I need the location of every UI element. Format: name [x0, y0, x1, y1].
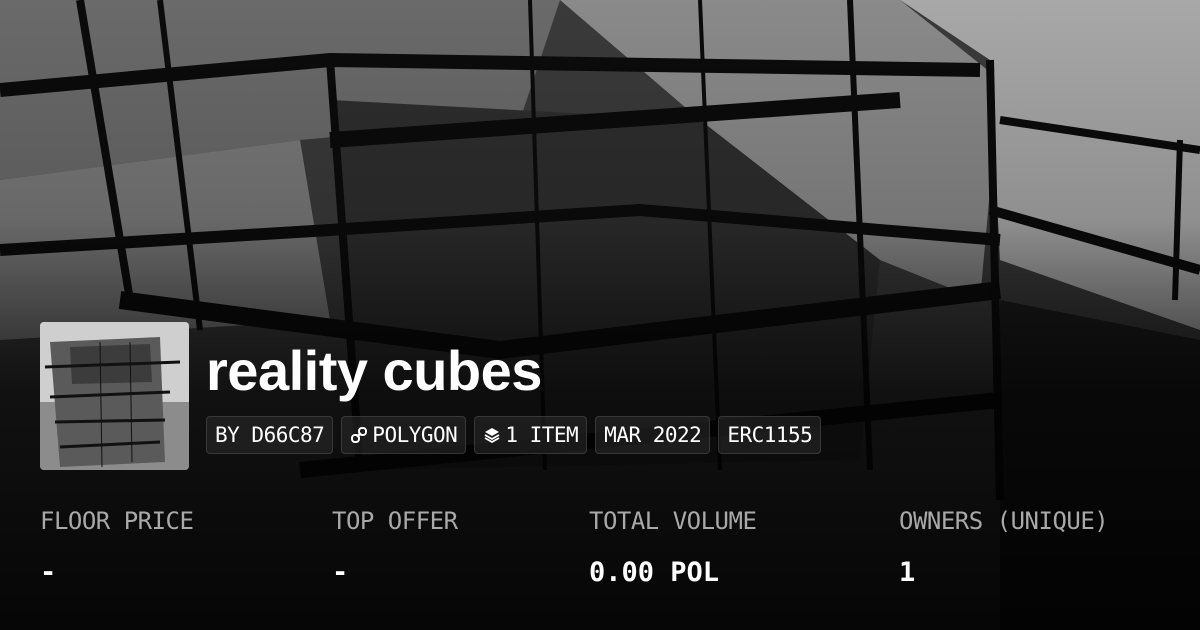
chain-link-icon	[351, 427, 368, 443]
stat-label: OWNERS (UNIQUE)	[899, 507, 1109, 535]
stat-total-volume: TOTAL VOLUME 0.00 POL	[589, 505, 757, 591]
stat-value: -	[40, 557, 57, 588]
token-standard-label: ERC1155	[727, 423, 813, 447]
stat-label: TOTAL VOLUME	[589, 507, 757, 535]
collection-meta-chips: BY D66C87 POLYGON 1 ITEM MAR 2022 ERC115…	[206, 416, 822, 454]
items-chip: 1 ITEM	[474, 416, 588, 454]
stat-label: FLOOR PRICE	[40, 507, 194, 535]
stat-top-offer: TOP OFFER -	[332, 505, 458, 591]
stat-floor-price: FLOOR PRICE -	[40, 505, 194, 591]
creator-label: BY D66C87	[215, 423, 325, 447]
collection-title: reality cubes	[206, 339, 542, 402]
items-label: 1 ITEM	[505, 423, 579, 447]
creator-chip[interactable]: BY D66C87	[206, 416, 334, 454]
stat-label: TOP OFFER	[332, 507, 458, 535]
collection-avatar	[40, 322, 189, 470]
stat-value: 0.00 POL	[589, 557, 720, 588]
created-date-label: MAR 2022	[604, 423, 702, 447]
stat-owners: OWNERS (UNIQUE) 1	[899, 505, 1109, 591]
layers-icon	[484, 428, 500, 444]
chain-chip: POLYGON	[341, 416, 467, 454]
stat-value: 1	[899, 557, 916, 588]
stat-value: -	[332, 557, 349, 588]
created-date-chip: MAR 2022	[595, 416, 711, 454]
token-standard-chip: ERC1155	[718, 416, 822, 454]
chain-label: POLYGON	[372, 423, 458, 447]
